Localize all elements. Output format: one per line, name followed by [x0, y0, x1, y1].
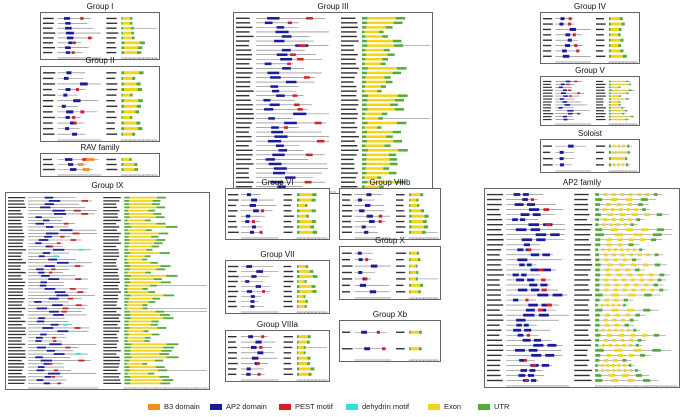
gene-structure-diagram-group-iv	[543, 17, 638, 64]
panel-title-group-xb: Group Xb	[372, 310, 408, 319]
legend-swatch-dehydrin	[346, 403, 358, 410]
panel-group-x	[339, 246, 441, 300]
legend-swatch-utr	[478, 403, 490, 410]
panel-title-group-iv: Group IV	[573, 2, 606, 11]
legend: B3 domain AP2 domain PEST motif dehydrin…	[148, 400, 548, 414]
gene-structure-diagram-group-vi	[228, 193, 328, 240]
legend-swatch-pest	[279, 403, 291, 410]
panel-group-vi	[225, 188, 330, 240]
legend-label-ap2: AP2 domain	[226, 402, 267, 411]
panel-title-group-vii: Group VII	[260, 250, 295, 259]
panel-group-v	[540, 76, 640, 126]
gene-structure-diagram-group-xb	[342, 330, 439, 362]
gene-structure-diagram-group-ii	[43, 71, 158, 142]
gene-structure-diagram-group-ix	[8, 196, 208, 390]
panel-title-group-ii: Group II	[85, 56, 115, 65]
gene-structure-diagram-ap2-family	[487, 193, 678, 388]
legend-label-pest: PEST motif	[295, 402, 333, 411]
panel-rav-family	[40, 153, 160, 177]
legend-item-dehydrin: dehydrin motif	[346, 402, 409, 411]
legend-swatch-exon	[428, 403, 440, 410]
panel-group-iii	[233, 12, 433, 194]
panel-title-group-i: Group I	[86, 2, 114, 11]
legend-label-utr: UTR	[494, 402, 510, 411]
legend-label-exon: Exon	[444, 402, 462, 411]
panel-title-group-viiia: Group VIIIa	[257, 320, 298, 329]
gene-structure-diagram-group-i	[43, 17, 158, 60]
gene-structure-diagram-group-iii	[236, 17, 431, 194]
legend-item-pest: PEST motif	[279, 402, 333, 411]
legend-swatch-b3	[148, 403, 160, 410]
panel-ap2-family	[484, 188, 680, 388]
gene-structure-diagram-group-viiia	[228, 335, 328, 382]
panel-title-rav-family: RAV family	[80, 143, 120, 152]
panel-group-vii	[225, 260, 330, 314]
panel-group-ii	[40, 66, 160, 142]
panel-title-soloist: Soloist	[577, 129, 602, 138]
panel-soloist	[540, 139, 640, 173]
gene-structure-diagram-rav-family	[43, 158, 158, 177]
panel-group-iv	[540, 12, 640, 64]
gene-structure-diagram-group-v	[543, 80, 638, 126]
legend-item-ap2: AP2 domain	[210, 402, 267, 411]
legend-item-utr: UTR	[478, 402, 509, 411]
legend-swatch-ap2	[210, 403, 222, 410]
gene-structure-diagram-group-vii	[228, 265, 328, 314]
panel-title-group-viiib: Group VIIIb	[369, 178, 411, 187]
panel-group-i	[40, 12, 160, 60]
panel-group-viiib	[339, 188, 441, 240]
gene-structure-diagram-soloist	[543, 144, 638, 173]
panel-title-group-ix: Group IX	[91, 181, 124, 190]
panel-title-group-iii: Group III	[317, 2, 349, 11]
panel-group-xb	[339, 320, 441, 362]
gene-structure-diagram-group-x	[342, 251, 439, 300]
legend-item-exon: Exon	[428, 402, 461, 411]
panel-title-ap2-family: AP2 family	[562, 178, 602, 187]
panel-group-ix	[5, 192, 210, 390]
legend-label-b3: B3 domain	[164, 402, 200, 411]
panel-title-group-x: Group X	[375, 236, 405, 245]
panel-title-group-v: Group V	[575, 66, 605, 75]
panel-title-group-vi: Group VI	[261, 178, 294, 187]
gene-structure-diagram-group-viiib	[342, 193, 439, 240]
legend-label-dehydrin: dehydrin motif	[362, 402, 410, 411]
panel-group-viiia	[225, 330, 330, 382]
legend-item-b3: B3 domain	[148, 402, 200, 411]
